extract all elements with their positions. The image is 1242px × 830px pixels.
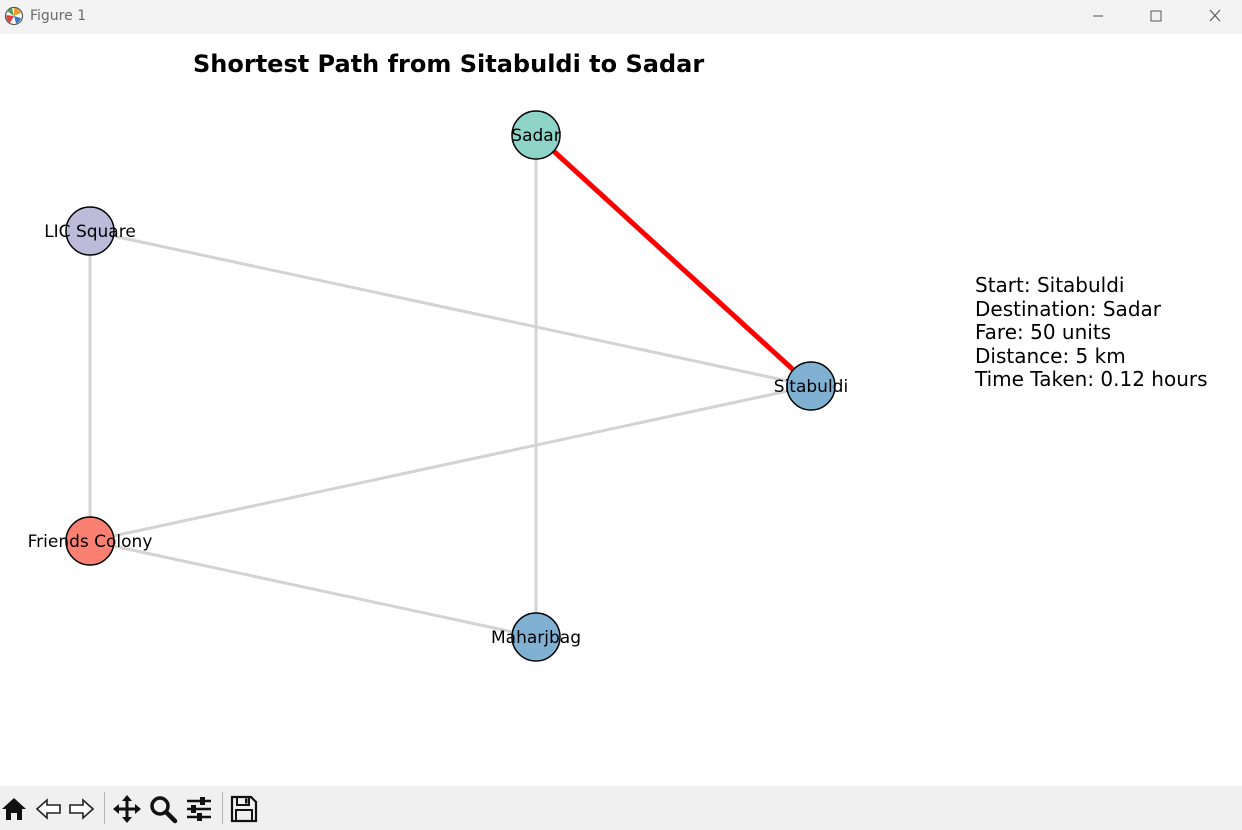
- info-distance: Distance: 5 km: [975, 343, 1126, 368]
- configure-subplots-button[interactable]: [184, 794, 214, 824]
- node-label-maharjbag: Maharjbag: [491, 628, 581, 648]
- title-bar: Figure 1: [0, 0, 1242, 34]
- pan-button[interactable]: [112, 794, 142, 824]
- window-title: Figure 1: [30, 8, 87, 24]
- maximize-icon: [1150, 10, 1162, 22]
- node-label-lic-square: LIC Square: [44, 222, 136, 242]
- node-friends-colony: [65, 516, 115, 566]
- edge-lic-square-sitabuldi: [89, 229, 812, 388]
- info-fare: Fare: 50 units: [975, 320, 1112, 344]
- zoom-icon: [150, 796, 178, 824]
- minimize-icon: [1093, 15, 1103, 17]
- figure-canvas: Shortest Path from Sitabuldi to Sadar Sa…: [0, 34, 1242, 786]
- configure-icon: [187, 797, 211, 821]
- zoom-button[interactable]: [148, 794, 178, 824]
- node-lic-square: [65, 206, 115, 256]
- toolbar-separator: [222, 792, 223, 824]
- node-label-sadar: Sadar: [511, 126, 560, 146]
- forward-button[interactable]: [66, 794, 96, 824]
- forward-icon: [69, 798, 95, 820]
- info-destination: Destination: Sadar: [975, 296, 1161, 321]
- navigation-toolbar: [0, 786, 1242, 830]
- info-start: Start: Sitabuldi: [975, 273, 1125, 297]
- network-graph: Sadar LIC Square Sitabuldi Friends Colony Ma…: [28, 110, 848, 662]
- node-label-sitabuldi: Sitabuldi: [774, 377, 848, 397]
- home-button[interactable]: [0, 794, 30, 824]
- minimize-button[interactable]: [1075, 0, 1121, 34]
- back-button[interactable]: [34, 794, 64, 824]
- edge-sadar-sitabuldi: [534, 133, 813, 388]
- close-button[interactable]: [1192, 0, 1238, 34]
- save-icon: [230, 795, 258, 823]
- home-icon: [2, 798, 26, 820]
- matplotlib-logo-icon: [4, 6, 24, 26]
- maximize-button[interactable]: [1133, 0, 1179, 34]
- node-sadar: [511, 110, 561, 160]
- plot-title: Shortest Path from Sitabuldi to Sadar: [193, 50, 705, 78]
- close-icon: [1209, 9, 1221, 22]
- route-info: Start: Sitabuldi Destination: Sadar Fare…: [975, 273, 1208, 392]
- edge-friends-colony-sitabuldi: [89, 384, 812, 543]
- info-time: Time Taken: 0.12 hours: [975, 367, 1208, 391]
- save-button[interactable]: [229, 794, 259, 824]
- pan-icon: [113, 795, 141, 823]
- node-sitabuldi: [786, 361, 836, 411]
- node-maharjbag: [511, 612, 561, 662]
- node-label-friends-colony: Friends Colony: [28, 532, 153, 552]
- toolbar-separator: [104, 792, 105, 824]
- back-icon: [35, 798, 61, 820]
- edge-friends-colony-maharjbag: [89, 539, 537, 639]
